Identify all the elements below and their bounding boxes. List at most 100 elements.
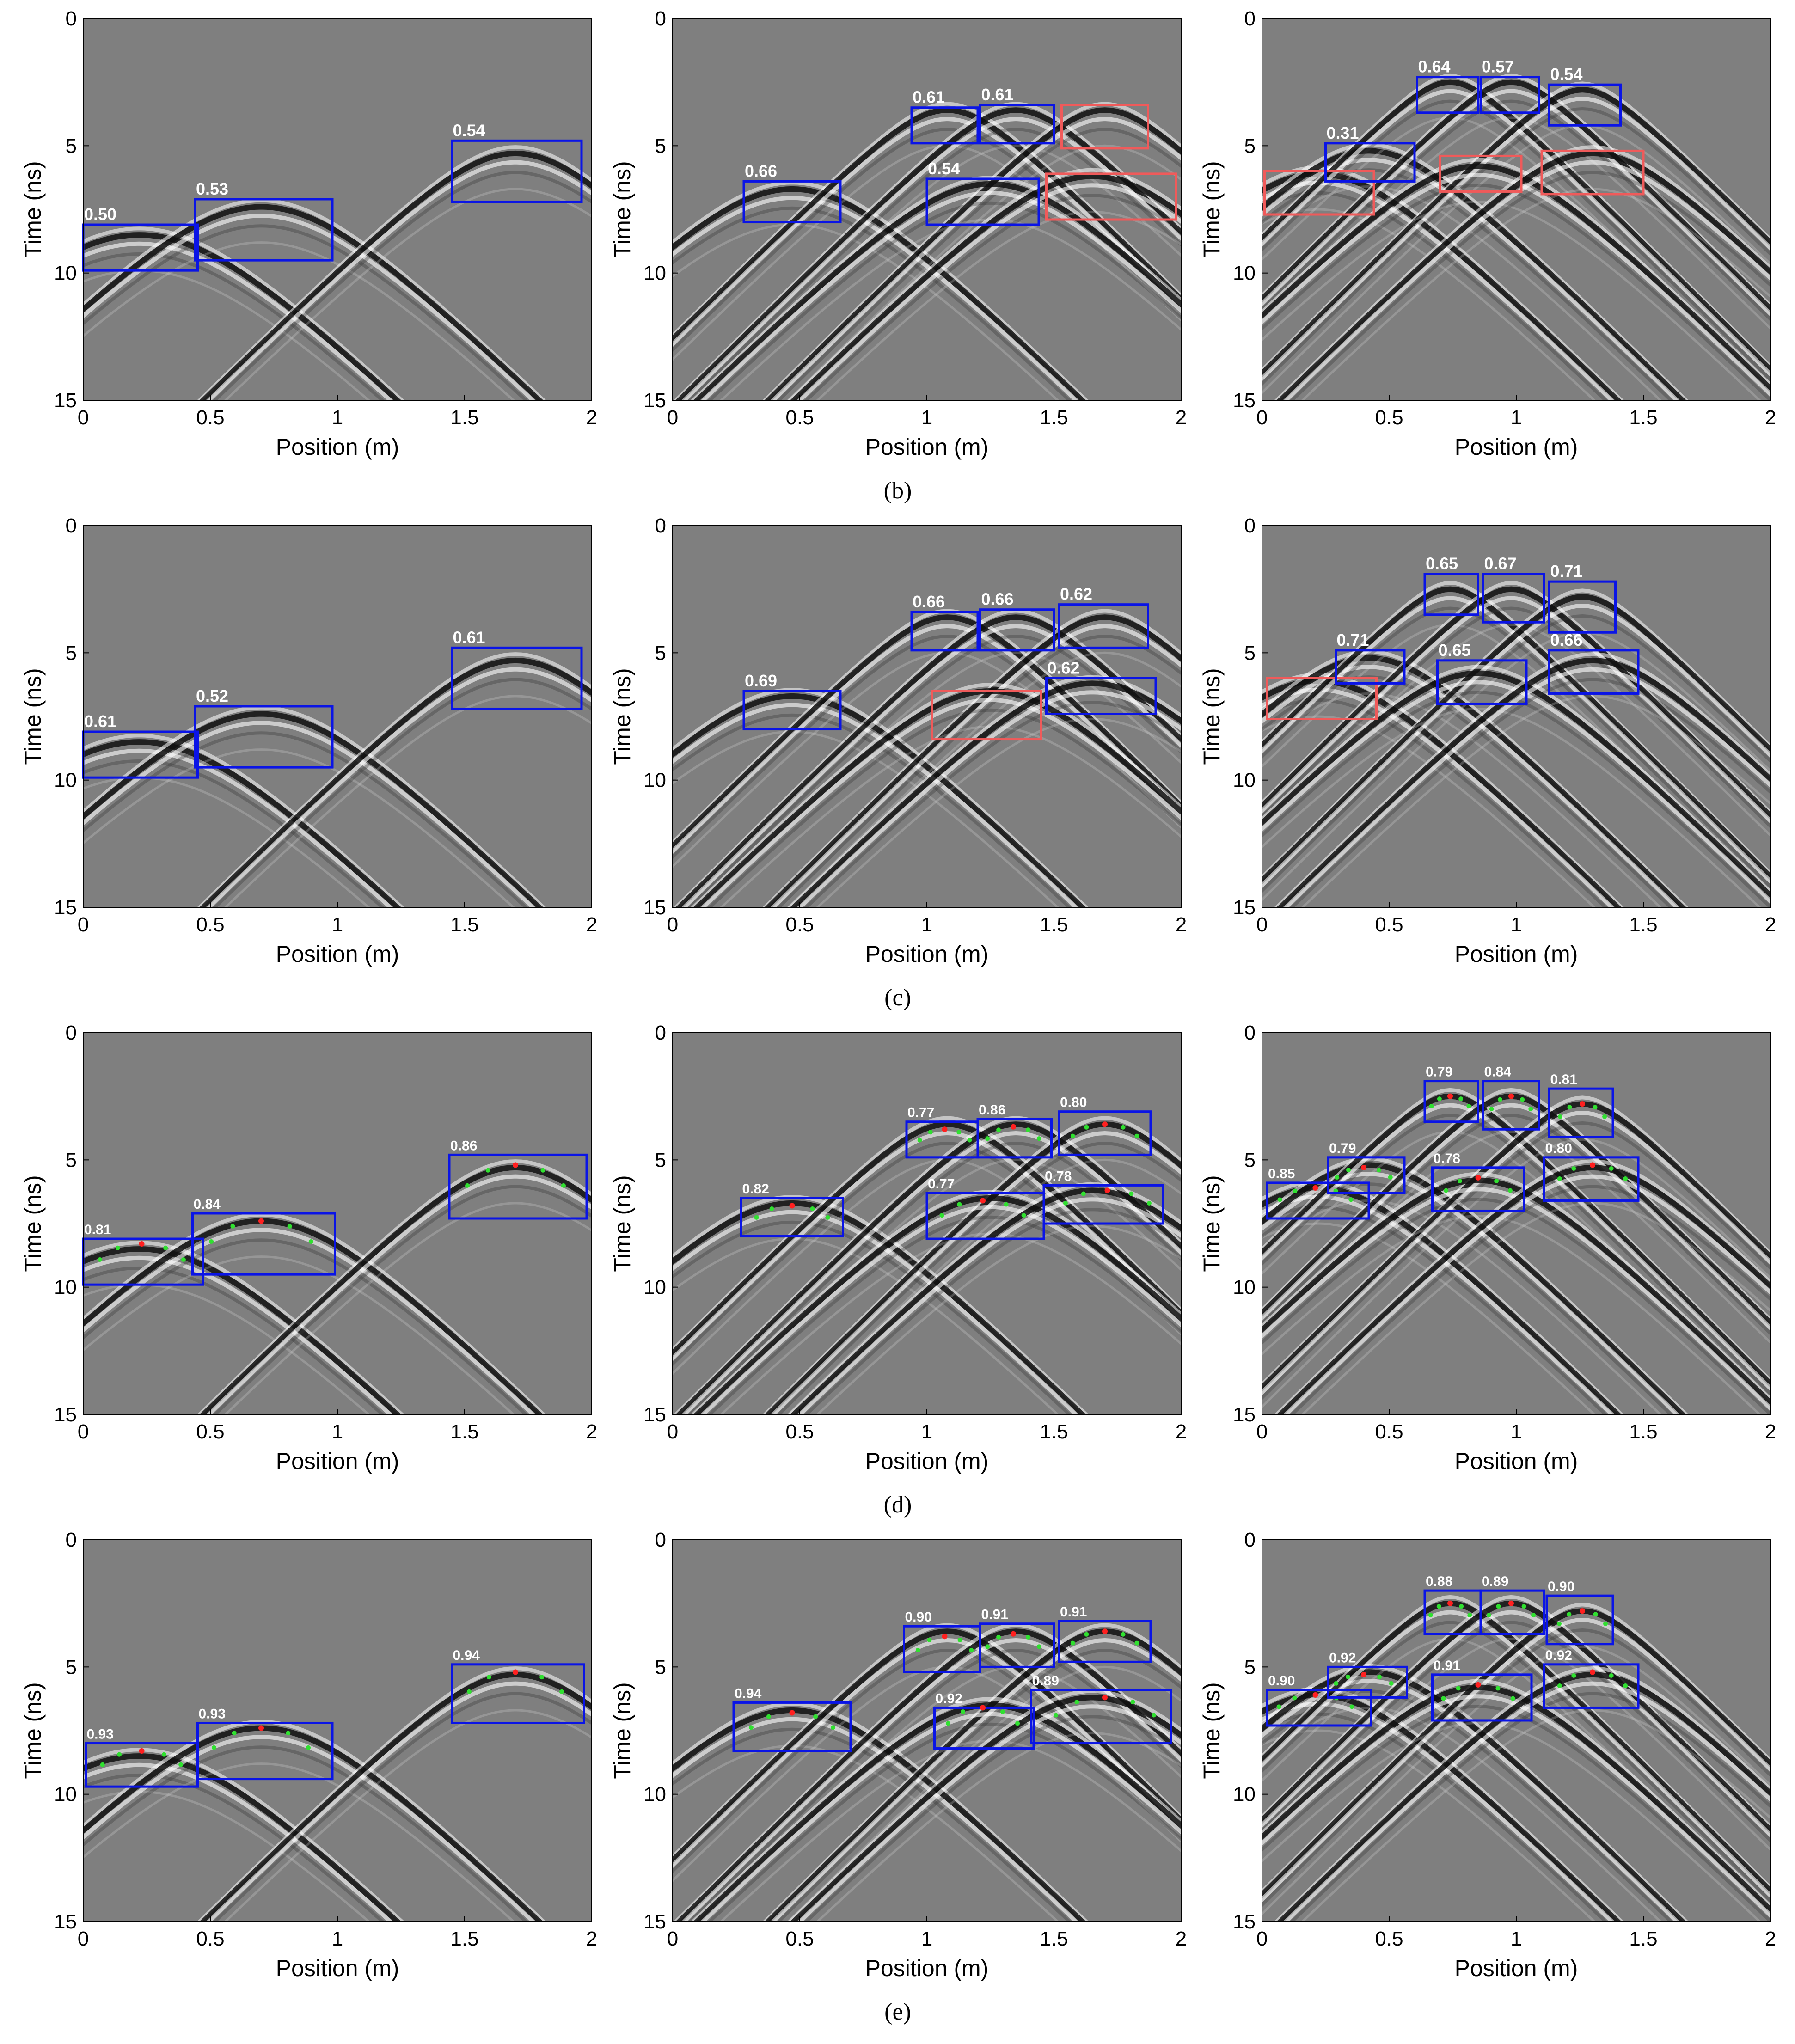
confidence-label: 0.90: [905, 1609, 932, 1625]
detection-box: [1327, 1156, 1406, 1194]
detection-box: [1335, 649, 1406, 685]
hyperbola-reflection: [1262, 1187, 1770, 1411]
hyperbola-reflection: [707, 201, 1181, 400]
hyperbola-reflection: [1262, 1103, 1770, 1331]
y-axis-label: Time (ns): [609, 1175, 635, 1272]
fit-point: [996, 1634, 1001, 1640]
fit-point: [540, 1168, 545, 1173]
x-axis-label: Position (m): [276, 941, 399, 967]
x-tick-label: 2: [1176, 1928, 1187, 1950]
hyperbola-reflection: [83, 721, 536, 907]
hyperbola-reflection: [673, 186, 1086, 400]
detection-box: [1058, 1620, 1152, 1663]
confidence-label: 0.77: [907, 1105, 934, 1120]
detection-box: [191, 1212, 336, 1276]
fit-point: [956, 1130, 962, 1135]
hyperbola-reflection: [83, 1241, 405, 1414]
fit-point: [1063, 1200, 1068, 1206]
x-tick-label: 0.5: [785, 913, 814, 936]
y-axis-label: Time (ns): [20, 161, 46, 257]
confidence-label: 0.78: [1045, 1169, 1072, 1184]
hyperbola-reflection: [673, 116, 1181, 347]
x-tick-label: 0: [1256, 406, 1268, 429]
hyperbola-reflection: [83, 739, 402, 907]
detection-box: [740, 1197, 844, 1238]
hyperbola-reflection: [693, 1702, 1181, 1922]
fit-point: [1015, 1721, 1020, 1726]
y-tick-label: 5: [655, 642, 666, 664]
hyperbola-reflection: [83, 705, 546, 907]
y-tick-label: 5: [655, 1149, 666, 1171]
y-tick-label: 10: [54, 769, 77, 792]
fit-point: [1134, 1133, 1139, 1138]
y-axis-label: Time (ns): [609, 161, 635, 257]
hyperbola-reflection: [206, 1174, 592, 1414]
fit-point: [1495, 1686, 1501, 1691]
x-tick-label: 0.5: [1375, 1928, 1403, 1950]
fit-point: [1074, 1700, 1079, 1705]
detection-box: [194, 198, 334, 262]
detection-box: [1423, 573, 1479, 616]
hyperbola-reflection: [700, 190, 1181, 400]
hyperbola-reflection: [224, 1709, 592, 1922]
detection-box: [1423, 1080, 1479, 1123]
detection-box: [451, 646, 583, 710]
fit-point: [308, 1239, 313, 1244]
y-tick-label: 5: [66, 135, 77, 157]
x-tick-label: 1: [921, 1928, 932, 1950]
x-tick-label: 1: [921, 1420, 932, 1443]
apex-point: [139, 1748, 145, 1754]
hyperbola-reflection: [83, 759, 385, 907]
hyperbola-reflection: [212, 678, 592, 907]
detection-box: [1540, 149, 1645, 196]
fit-point: [1571, 1166, 1576, 1171]
hyperbola-reflection: [804, 1208, 1181, 1414]
hyperbola-reflection: [1262, 715, 1596, 907]
hyperbola-reflection: [804, 194, 1181, 400]
hyperbola-reflection: [83, 1762, 394, 1922]
fit-point: [1388, 1175, 1393, 1180]
detection-box: [925, 177, 1040, 226]
hyperbola-reflection: [1262, 707, 1762, 907]
hyperbola-reflection: [1262, 596, 1770, 885]
fit-point: [1081, 1191, 1086, 1196]
hyperbola-reflection: [786, 651, 1181, 907]
hyperbola-reflection: [1289, 1692, 1770, 1922]
y-tick-label: 0: [655, 1022, 666, 1044]
fit-point: [1146, 1200, 1152, 1206]
hyperbola-reflection: [673, 703, 1079, 907]
x-tick-label: 1: [1511, 1420, 1522, 1443]
hyperbola-reflection: [1262, 1610, 1770, 1838]
confidence-label: 0.93: [199, 1706, 226, 1721]
radargram-panel: 0.81 0.84 0.86 0 0.5 1 1.5 2 0 5 10 15 Position (m) T…: [20, 1022, 597, 1474]
hyperbola-reflection: [1274, 1159, 1770, 1414]
y-tick-label: 15: [1233, 389, 1256, 412]
hyperbola-reflection: [673, 1628, 1181, 1865]
fit-point: [1567, 1105, 1572, 1110]
hyperbola-reflection: [815, 1732, 1181, 1922]
y-axis-label: Time (ns): [1199, 161, 1225, 257]
fit-point: [1346, 1168, 1351, 1173]
hyperbola-reflection: [690, 1697, 1181, 1922]
x-axis-label: Position (m): [1455, 434, 1578, 460]
y-axis-label: Time (ns): [1199, 1175, 1225, 1272]
y-tick-label: 5: [655, 1656, 666, 1678]
x-axis-label: Position (m): [276, 1448, 399, 1474]
hyperbola-reflection: [1262, 665, 1770, 895]
hyperbola-reflection: [83, 1238, 528, 1414]
radargram-panel: 0.50 0.53 0.54 0 0.5 1 1.5 2 0 5 10 15 Position (m) T…: [20, 7, 597, 460]
hyperbola-reflection: [1301, 695, 1770, 907]
detection-box: [1545, 1594, 1614, 1646]
hyperbola-reflection: [673, 1717, 1079, 1922]
fit-point: [115, 1245, 120, 1250]
y-tick-label: 15: [1233, 1910, 1256, 1933]
fit-point: [163, 1245, 168, 1250]
hyperbola-reflection: [673, 634, 1181, 859]
detection-box: [1482, 1080, 1540, 1131]
reflections: [83, 652, 592, 907]
hyperbola-reflection: [1262, 1617, 1770, 1903]
fit-point: [996, 1127, 1001, 1132]
hyperbola-reflection: [673, 206, 1072, 400]
hyperbola-reflection: [1274, 652, 1770, 907]
apex-point: [1361, 1671, 1366, 1677]
